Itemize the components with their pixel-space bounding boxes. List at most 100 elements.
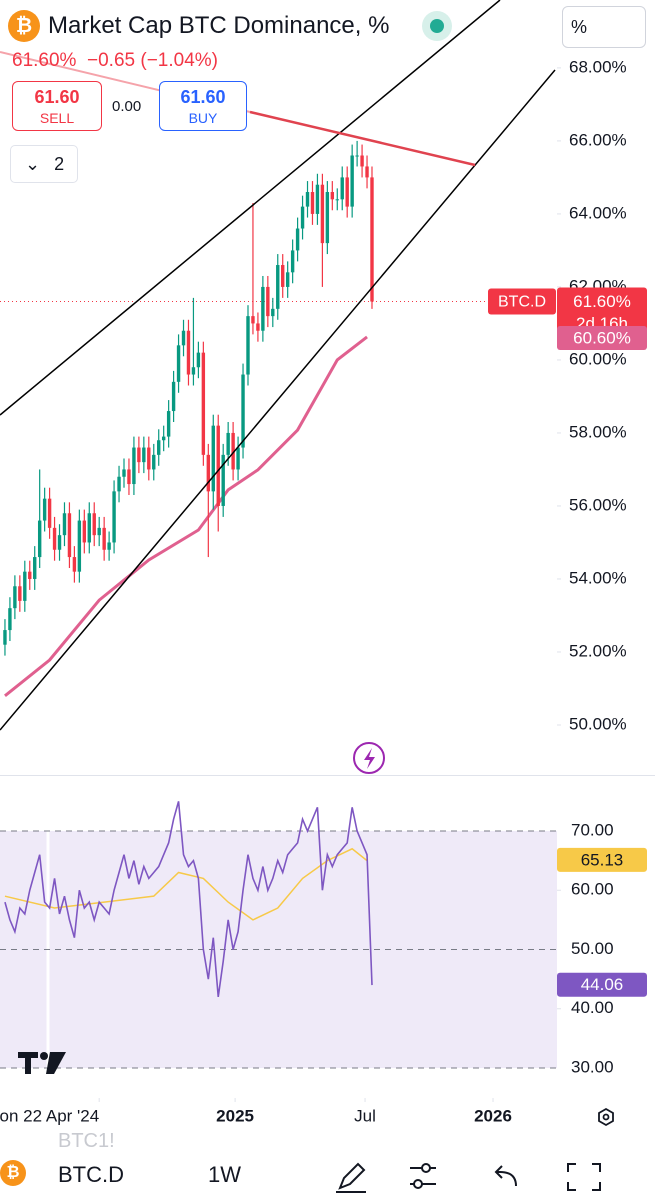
x-tick-label: on 22 Apr '24 bbox=[0, 1106, 99, 1125]
channel-lower bbox=[0, 69, 556, 731]
candle-body bbox=[122, 469, 126, 477]
rsi-line bbox=[4, 801, 373, 998]
price-tag-label: 44.06 bbox=[581, 975, 624, 994]
y-tick-label: 60.00% bbox=[569, 349, 627, 368]
candle-body bbox=[355, 155, 359, 157]
candle-body bbox=[285, 272, 290, 287]
candle-body bbox=[42, 498, 47, 521]
toolbar-interval[interactable]: 1W bbox=[208, 1162, 241, 1187]
layers-toggle[interactable]: ⌄ 2 bbox=[10, 145, 78, 183]
settings-icon[interactable] bbox=[598, 1107, 614, 1127]
candle-body bbox=[231, 432, 235, 470]
lightning-glyph bbox=[364, 748, 375, 769]
y-tick-label: 58.00% bbox=[569, 422, 627, 441]
symbol-tag-label: BTC.D bbox=[498, 294, 546, 311]
candle-body bbox=[37, 520, 42, 558]
candle-body bbox=[251, 316, 255, 324]
candle-body bbox=[181, 330, 186, 346]
ma-tag-label: 60.60% bbox=[573, 329, 631, 348]
scale-mode-button[interactable]: % bbox=[562, 6, 646, 48]
undo-icon[interactable] bbox=[494, 1165, 517, 1187]
x-tick-label: 2026 bbox=[474, 1106, 512, 1125]
candle-body bbox=[295, 228, 300, 251]
y-tick-label: 50.00% bbox=[569, 714, 627, 733]
candle-body bbox=[360, 155, 364, 167]
sell-button[interactable]: 61.60 SELL bbox=[12, 81, 102, 131]
candle-body bbox=[196, 352, 201, 368]
symbol-tag bbox=[488, 288, 556, 315]
y-tick-label: 30.00 bbox=[571, 1058, 614, 1077]
candle-body bbox=[8, 608, 12, 631]
candle-body bbox=[256, 323, 260, 331]
pane-separator bbox=[0, 775, 655, 776]
sell-label: SELL bbox=[39, 110, 75, 126]
candle-body bbox=[28, 571, 32, 579]
candle-body bbox=[157, 440, 161, 455]
buy-button[interactable]: 61.60 BUY bbox=[159, 81, 247, 131]
knob bbox=[413, 1179, 423, 1189]
y-tick-label: 50.00 bbox=[571, 939, 614, 958]
candle-body bbox=[52, 527, 57, 550]
rsi-ma-line bbox=[4, 847, 368, 921]
buy-label: BUY bbox=[188, 110, 218, 126]
change: −0.65 (−1.04%) bbox=[87, 50, 218, 71]
candle-body bbox=[82, 520, 87, 543]
candle-body bbox=[107, 542, 111, 550]
tv-logo bbox=[18, 1052, 66, 1074]
candle-body bbox=[87, 513, 91, 543]
candle-body bbox=[246, 316, 250, 375]
candle-body bbox=[370, 177, 374, 302]
toolbar-icons bbox=[336, 1162, 601, 1193]
candle-body bbox=[330, 192, 335, 200]
toolbar-symbol[interactable]: BTC.D bbox=[58, 1162, 124, 1187]
candle-body bbox=[310, 192, 315, 214]
candle-body bbox=[271, 308, 275, 317]
candle-body bbox=[3, 630, 7, 645]
ma-tag bbox=[557, 326, 647, 351]
price-tag bbox=[557, 847, 647, 872]
candle-body bbox=[261, 286, 265, 331]
candle-body bbox=[201, 352, 206, 455]
price-tag-label: 65.13 bbox=[581, 850, 624, 869]
x-tick-label: Jul bbox=[354, 1106, 376, 1125]
candle-body bbox=[33, 557, 37, 579]
candle-body bbox=[117, 476, 121, 492]
fullscreen-icon[interactable] bbox=[567, 1163, 601, 1191]
candle-body bbox=[72, 557, 77, 572]
candle-body bbox=[57, 535, 62, 550]
candle-body bbox=[191, 367, 196, 375]
draw-icon[interactable] bbox=[336, 1162, 366, 1193]
candle-body bbox=[127, 469, 131, 485]
y-tick-label: 56.00% bbox=[569, 495, 627, 514]
candle-body bbox=[266, 286, 270, 317]
candle-body bbox=[315, 184, 320, 214]
candle-body bbox=[276, 265, 280, 309]
candle-body bbox=[132, 447, 136, 485]
spread: 0.00 bbox=[112, 98, 142, 115]
candle-body bbox=[365, 166, 369, 178]
btc-icon: ₿ bbox=[8, 10, 40, 42]
candle-body bbox=[290, 250, 295, 273]
candle-body bbox=[13, 586, 17, 609]
candle-body bbox=[350, 155, 354, 207]
channel-upper bbox=[0, 0, 501, 416]
candle-body bbox=[345, 177, 349, 207]
candle-body bbox=[67, 513, 72, 558]
candle-body bbox=[23, 571, 27, 601]
candle-body bbox=[281, 265, 285, 287]
knob bbox=[421, 1163, 431, 1173]
moving-average bbox=[4, 335, 368, 697]
candle-body bbox=[305, 192, 310, 207]
candle-body bbox=[216, 425, 220, 506]
candle-body bbox=[166, 411, 171, 437]
y-tick-label: 70.00 bbox=[571, 820, 614, 839]
toolbar-btc-icon: ₿ bbox=[0, 1160, 26, 1186]
candle-body bbox=[102, 527, 106, 550]
last-price: 61.60% bbox=[12, 50, 77, 71]
candle-body bbox=[325, 192, 330, 244]
candle-body bbox=[226, 432, 230, 455]
candle-body bbox=[186, 330, 191, 375]
price-tag-label: 61.60% bbox=[573, 292, 631, 311]
